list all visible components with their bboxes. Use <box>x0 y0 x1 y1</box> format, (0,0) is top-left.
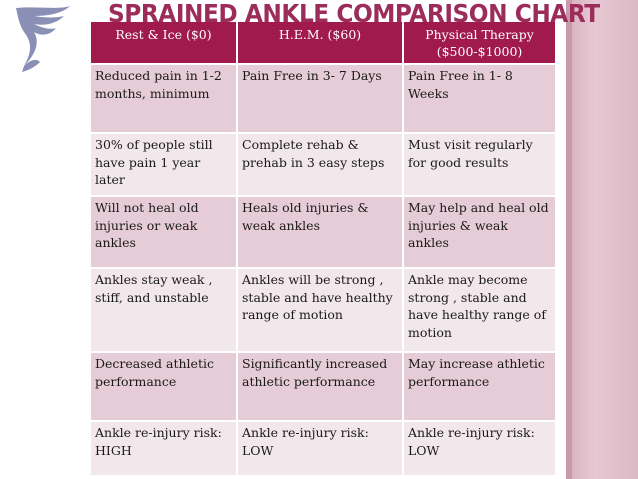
table-row: Ankles stay weak , stiff, and unstable A… <box>91 268 557 353</box>
table-cell: May help and heal old injuries & weak an… <box>403 196 557 269</box>
table-cell: May increase athletic performance <box>403 352 557 422</box>
table-cell: Reduced pain in 1-2 months, minimum <box>91 64 238 134</box>
side-decoration-bar <box>566 0 638 479</box>
table-row: Ankle re-injury risk: HIGH Ankle re-inju… <box>91 421 557 477</box>
logo <box>0 0 82 76</box>
column-header: Physical Therapy ($500-$1000) <box>403 22 557 65</box>
column-header: Rest & Ice ($0) <box>91 22 238 65</box>
table-cell: Ankle re-injury risk: LOW <box>403 421 557 477</box>
table-row: Reduced pain in 1-2 months, minimum Pain… <box>91 64 557 134</box>
table-cell: Must visit regularly for good results <box>403 133 557 197</box>
column-header: H.E.M. ($60) <box>237 22 404 65</box>
table-cell: Significantly increased athletic perform… <box>237 352 404 422</box>
table-row: Decreased athletic performance Significa… <box>91 352 557 422</box>
comparison-table: Rest & Ice ($0) H.E.M. ($60) Physical Th… <box>91 22 557 477</box>
table-cell: Will not heal old injuries or weak ankle… <box>91 196 238 269</box>
table-cell: Pain Free in 1- 8 Weeks <box>403 64 557 134</box>
table-row: Will not heal old injuries or weak ankle… <box>91 196 557 269</box>
table-cell: Heals old injuries & weak ankles <box>237 196 404 269</box>
table-cell: Pain Free in 3- 7 Days <box>237 64 404 134</box>
table-cell: Ankles stay weak , stiff, and unstable <box>91 268 238 353</box>
table-cell: 30% of people still have pain 1 year lat… <box>91 133 238 197</box>
winged-foot-logo-icon <box>16 6 70 72</box>
table-cell: Ankle may become strong , stable and hav… <box>403 268 557 353</box>
table-cell: Ankles will be strong , stable and have … <box>237 268 404 353</box>
table-header-row: Rest & Ice ($0) H.E.M. ($60) Physical Th… <box>91 22 557 65</box>
table-row: 30% of people still have pain 1 year lat… <box>91 133 557 197</box>
table-cell: Decreased athletic performance <box>91 352 238 422</box>
table-cell: Complete rehab & prehab in 3 easy steps <box>237 133 404 197</box>
table-cell: Ankle re-injury risk: HIGH <box>91 421 238 477</box>
table-cell: Ankle re-injury risk: LOW <box>237 421 404 477</box>
